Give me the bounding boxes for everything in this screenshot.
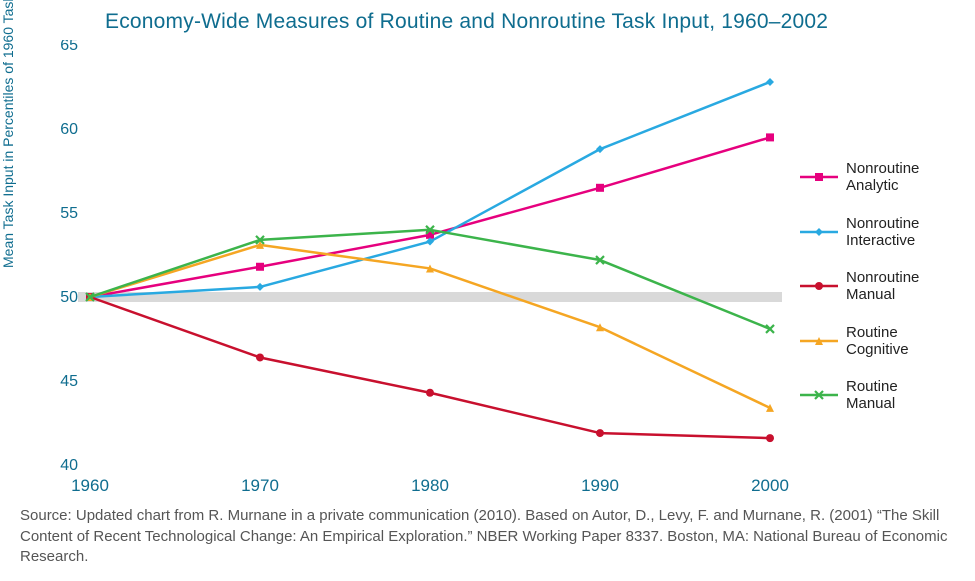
x-tick-label: 2000 [751,476,789,495]
marker [766,434,774,442]
x-tick-label: 1980 [411,476,449,495]
chart-svg: 40 45 50 55 60 65 1960 1970 1980 1990 2000 [50,40,790,500]
y-tick-label: 55 [60,205,78,222]
y-tick-label: 65 [60,40,78,54]
marker [766,133,774,141]
legend-swatch [800,385,838,405]
chart-title: Economy-Wide Measures of Routine and Non… [105,10,915,34]
legend-label: Routine Manual [846,378,946,413]
x-tick-label: 1990 [581,476,619,495]
series [86,133,774,301]
marker [256,283,264,291]
legend-label: Nonroutine Analytic [846,160,946,195]
marker [256,263,264,271]
x-tick-label: 1970 [241,476,279,495]
series [86,241,774,412]
legend-swatch [800,167,838,187]
y-axis-label: Mean Task Input in Percentiles of 1960 T… [0,0,16,268]
chart-area: 40 45 50 55 60 65 1960 1970 1980 1990 2000 [50,40,790,500]
series-line [90,297,770,438]
reference-band [78,292,782,302]
legend-swatch [800,276,838,296]
legend-item: Nonroutine Manual [800,269,960,304]
legend-item: Nonroutine Analytic [800,160,960,195]
legend-item: Nonroutine Interactive [800,215,960,250]
legend: Nonroutine Analytic Nonroutine Interactiv… [800,160,960,433]
series-line [90,137,770,297]
marker [766,78,774,86]
legend-swatch [800,222,838,242]
legend-item: Routine Manual [800,378,960,413]
y-tick-label: 50 [60,289,78,306]
legend-item: Routine Cognitive [800,324,960,359]
y-tick-label: 45 [60,373,78,390]
legend-label: Routine Cognitive [846,324,946,359]
legend-swatch [800,331,838,351]
source-text: Source: Updated chart from R. Murnane in… [20,506,955,567]
marker [596,184,604,192]
marker [256,353,264,361]
marker [426,389,434,397]
marker [596,429,604,437]
legend-label: Nonroutine Interactive [846,215,946,250]
y-tick-label: 60 [60,121,78,138]
series [86,293,774,442]
legend-label: Nonroutine Manual [846,269,946,304]
x-tick-label: 1960 [71,476,109,495]
y-tick-label: 40 [60,457,78,474]
